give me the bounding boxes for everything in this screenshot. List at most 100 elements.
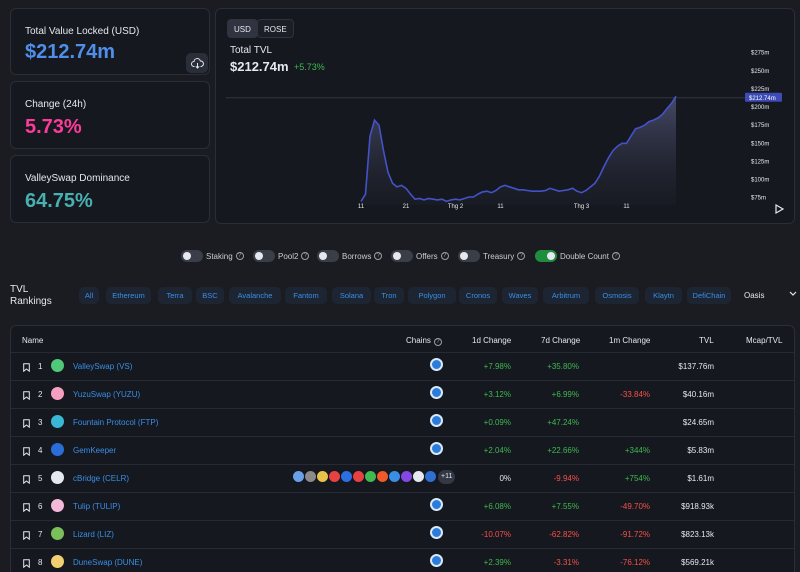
toggle-switch[interactable]	[458, 250, 480, 262]
chain-chip-klaytn[interactable]: Klaytn	[645, 287, 682, 304]
protocol-name-link[interactable]: cBridge (CELR)	[73, 474, 130, 483]
chain-chip-osmosis[interactable]: Osmosis	[595, 287, 639, 304]
header-mcap[interactable]: Mcap/TVL	[746, 336, 783, 345]
y-tick-label: $200m	[751, 105, 769, 111]
chain-chip-tron[interactable]: Tron	[374, 287, 404, 304]
chain-chip-waves[interactable]: Waves	[502, 287, 538, 304]
currency-rose-button[interactable]: ROSE	[257, 19, 294, 38]
chain-chip-bsc[interactable]: BSC	[196, 287, 224, 304]
oasis-chain-icon[interactable]	[430, 498, 443, 511]
oasis-chain-icon[interactable]	[430, 414, 443, 427]
oasis-chain-icon[interactable]	[430, 442, 443, 455]
help-icon[interactable]: ?	[301, 252, 310, 260]
header-1m[interactable]: 1m Change	[609, 336, 651, 345]
header-1d[interactable]: 1d Change	[472, 336, 512, 345]
more-chains-badge[interactable]: +11	[438, 470, 456, 484]
chart-title: Total TVL	[230, 45, 273, 56]
bookmark-icon[interactable]	[23, 419, 30, 428]
protocol-logo-icon	[51, 359, 64, 372]
oasis-chain-icon[interactable]	[430, 554, 443, 567]
toggle-borrows[interactable]: Borrows?	[317, 250, 383, 262]
toggle-switch[interactable]	[391, 250, 413, 262]
chain-chip-terra[interactable]: Terra	[158, 287, 192, 304]
chain-icon	[424, 470, 437, 483]
help-icon[interactable]: ?	[517, 252, 526, 260]
chain-icons: +11	[292, 470, 456, 484]
chevron-down-icon[interactable]	[789, 290, 797, 299]
table-row[interactable]: 5 cBridge (CELR) +11 0% -9.94% +754% $1.61m	[11, 464, 794, 492]
table-row[interactable]: 4 GemKeeper +2.04% +22.66% +344% $5.83m	[11, 436, 794, 464]
bookmark-icon[interactable]	[23, 475, 30, 484]
change-1m: +344%	[624, 446, 650, 455]
tvl-chart[interactable]: $75m $100m $125m $150m $175m $200m $225m $250m $…	[216, 9, 796, 225]
protocol-name-link[interactable]: ValleySwap (VS)	[73, 362, 133, 371]
header-7d[interactable]: 7d Change	[541, 336, 581, 345]
oasis-chain-icon[interactable]	[430, 386, 443, 399]
toggle-switch[interactable]	[535, 250, 557, 262]
protocol-logo-icon	[51, 443, 64, 456]
bookmark-icon[interactable]	[23, 531, 30, 540]
change-1d: +0.09%	[483, 418, 511, 427]
help-icon[interactable]: ?	[235, 252, 244, 260]
table-row[interactable]: 2 YuzuSwap (YUZU) +3.12% +6.99% -33.84% $40.1…	[11, 380, 794, 408]
toggle-treasury[interactable]: Treasury?	[458, 250, 526, 262]
toggle-knob	[393, 252, 401, 260]
protocol-name-link[interactable]: YuzuSwap (YUZU)	[73, 390, 141, 399]
help-icon[interactable]: ?	[374, 252, 383, 260]
toggle-pool2[interactable]: Pool2?	[253, 250, 310, 262]
change-1d: +7.98%	[483, 362, 511, 371]
help-icon[interactable]: ?	[433, 338, 442, 346]
tvl-line	[360, 95, 677, 203]
chain-chip-arbitrum[interactable]: Arbitrum	[543, 287, 589, 304]
change-7d: -9.94%	[553, 474, 579, 483]
header-tvl[interactable]: TVL	[699, 336, 714, 345]
table-row[interactable]: 1 ValleySwap (VS) +7.98% +35.80% $137.76m	[11, 352, 794, 380]
table-row[interactable]: 3 Fountain Protocol (FTP) +0.09% +47.24% $24…	[11, 408, 794, 436]
oasis-chain-icon[interactable]	[430, 358, 443, 371]
change-1m: -49.70%	[620, 502, 650, 511]
toggle-double-count[interactable]: Double Count?	[535, 250, 620, 262]
tvl-label: Total Value Locked (USD)	[25, 26, 140, 37]
table-row[interactable]: 7 Lizard (LIZ) -10.07% -62.82% -91.72% $823.1…	[11, 520, 794, 548]
play-icon[interactable]	[773, 203, 785, 215]
change-7d: +7.55%	[551, 502, 579, 511]
toggle-switch[interactable]	[317, 250, 339, 262]
toggle-offers[interactable]: Offers?	[391, 250, 449, 262]
help-icon[interactable]: ?	[440, 252, 449, 260]
chain-chip-fantom[interactable]: Fantom	[285, 287, 327, 304]
help-icon[interactable]: ?	[611, 252, 620, 260]
dominance-label: ValleySwap Dominance	[25, 173, 130, 184]
chain-chip-polygon[interactable]: Polygon	[408, 287, 456, 304]
chain-chip-cronos[interactable]: Cronos	[459, 287, 497, 304]
x-tick-label: 11	[623, 204, 630, 210]
chain-chip-solana[interactable]: Solana	[332, 287, 371, 304]
bookmark-icon[interactable]	[23, 503, 30, 512]
protocol-name-link[interactable]: Tulip (TULIP)	[73, 502, 121, 511]
chain-chip-active[interactable]: Oasis	[744, 291, 765, 300]
protocol-name-link[interactable]: GemKeeper	[73, 446, 117, 455]
download-button[interactable]	[186, 53, 208, 73]
oasis-chain-icon[interactable]	[430, 526, 443, 539]
toggle-switch[interactable]	[253, 250, 275, 262]
header-name[interactable]: Name	[22, 336, 44, 345]
chain-chip-defichain[interactable]: DefiChain	[687, 287, 731, 304]
protocol-logo-icon	[51, 527, 64, 540]
toggle-switch[interactable]	[181, 250, 203, 262]
chain-chip-ethereum[interactable]: Ethereum	[106, 287, 151, 304]
protocol-name-link[interactable]: DuneSwap (DUNE)	[73, 558, 143, 567]
table-row[interactable]: 6 Tulip (TULIP) +6.08% +7.55% -49.70% $918.93…	[11, 492, 794, 520]
chain-chip-all[interactable]: All	[79, 287, 99, 304]
header-chains: Chains?	[406, 336, 442, 346]
table-row[interactable]: 8 DuneSwap (DUNE) +2.39% -3.31% -76.12% $569.…	[11, 548, 794, 572]
chain-chip-avalanche[interactable]: Avalanche	[229, 287, 281, 304]
protocol-name-link[interactable]: Fountain Protocol (FTP)	[73, 418, 159, 427]
toggle-knob	[547, 252, 555, 260]
change-1m: +754%	[624, 474, 650, 483]
bookmark-icon[interactable]	[23, 447, 30, 456]
protocol-name-link[interactable]: Lizard (LIZ)	[73, 530, 114, 539]
bookmark-icon[interactable]	[23, 559, 30, 568]
bookmark-icon[interactable]	[23, 363, 30, 372]
current-value-label: $212.74m	[749, 96, 776, 102]
bookmark-icon[interactable]	[23, 391, 30, 400]
toggle-staking[interactable]: Staking?	[181, 250, 244, 262]
